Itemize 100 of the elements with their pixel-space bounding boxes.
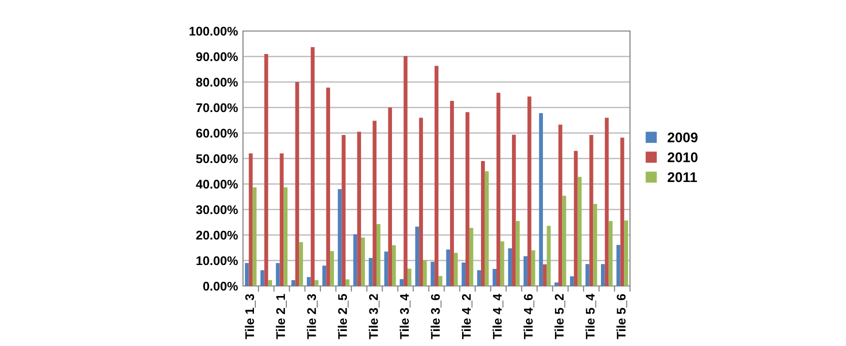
x-tick-label: Tile 2_3 (306, 294, 318, 340)
bar (589, 135, 594, 286)
bar (384, 252, 388, 286)
bar (244, 263, 249, 286)
bar (446, 250, 450, 286)
bar (570, 276, 574, 286)
bar (462, 262, 466, 286)
bar (578, 176, 582, 286)
bar (508, 248, 512, 286)
legend-label: 2010 (668, 152, 698, 162)
y-tick-label: 30.00% (196, 205, 238, 214)
bar (392, 245, 396, 286)
y-tick-label: 40.00% (196, 180, 238, 189)
bar (516, 220, 520, 286)
x-tick-label: Tile 4_4 (492, 294, 504, 340)
y-tick-label: 0.00% (203, 282, 238, 291)
bar (469, 228, 474, 286)
bar (512, 134, 516, 286)
bar (326, 88, 330, 286)
bar (400, 279, 404, 286)
bar (574, 150, 578, 286)
bar (388, 108, 392, 286)
bar (357, 132, 362, 286)
bar (492, 268, 496, 286)
y-tick-label: 50.00% (196, 154, 238, 164)
y-tick-label: 10.00% (196, 256, 238, 266)
bar (361, 238, 365, 286)
bar (415, 226, 420, 286)
y-tick-label: 60.00% (196, 128, 238, 138)
bar (430, 262, 435, 286)
bar (268, 280, 272, 286)
y-tick-label: 20.00% (196, 230, 238, 240)
x-tick-label: Tile 4_6 (524, 294, 534, 340)
bar (620, 138, 624, 286)
bar (404, 56, 408, 286)
bar (481, 161, 485, 286)
y-tick-label: 100.00% (190, 26, 238, 36)
y-tick-label: 70.00% (196, 103, 238, 112)
bar (368, 258, 373, 286)
bar (306, 277, 311, 286)
x-tick-label: Tile 3_4 (400, 294, 410, 340)
bar (496, 92, 500, 286)
bar (608, 220, 613, 286)
x-tick-label: Tile 5_6 (616, 294, 628, 340)
bar (419, 118, 423, 286)
bar (295, 82, 300, 286)
x-tick-label: Tile 2_5 (338, 294, 348, 340)
bar (322, 266, 326, 286)
bar (624, 220, 628, 286)
x-tick-label: Tile 3_6 (430, 294, 442, 340)
bar (346, 279, 350, 286)
bar (276, 263, 280, 286)
y-tick-label: 80.00% (196, 78, 238, 87)
bar (260, 270, 264, 286)
bar (539, 113, 543, 286)
bar (372, 120, 377, 286)
bar (248, 153, 253, 286)
bar (338, 189, 342, 286)
bar (330, 251, 334, 286)
bar (299, 242, 303, 286)
bar (353, 234, 358, 286)
bar (438, 276, 442, 286)
bar (558, 124, 562, 286)
x-tick-label: Tile 5_4 (585, 294, 596, 340)
bar (466, 112, 470, 286)
bar (484, 171, 489, 286)
x-tick-label: Tile 3_2 (368, 294, 380, 340)
legend-label: 2009 (668, 132, 698, 142)
bar (616, 244, 620, 286)
bar (454, 252, 458, 286)
bar (291, 280, 296, 286)
bar (527, 96, 532, 286)
bar (562, 196, 566, 286)
bar (422, 260, 427, 286)
bar (546, 226, 551, 286)
bar (500, 241, 504, 286)
bar (342, 135, 346, 286)
bar (376, 224, 380, 286)
bar (600, 264, 605, 286)
y-tick-label: 90.00% (196, 52, 238, 62)
bar (604, 118, 609, 286)
x-tick-label: Tile 2_1 (276, 294, 286, 340)
legend-label: 2011 (668, 172, 697, 182)
bar (280, 153, 284, 286)
bar (593, 204, 598, 286)
bar (524, 256, 528, 286)
bar (407, 268, 412, 286)
bar (450, 100, 454, 286)
bar (434, 66, 438, 286)
bar (477, 270, 482, 286)
bar (314, 280, 318, 286)
bar (585, 264, 590, 286)
bar (542, 264, 547, 286)
bar (252, 187, 257, 286)
x-tick-label: Tile 5_2 (554, 294, 566, 340)
bar (531, 250, 536, 286)
bar (264, 54, 268, 286)
x-tick-label: Tile 1_3 (244, 294, 256, 340)
bar (284, 187, 288, 286)
bar (554, 282, 558, 286)
